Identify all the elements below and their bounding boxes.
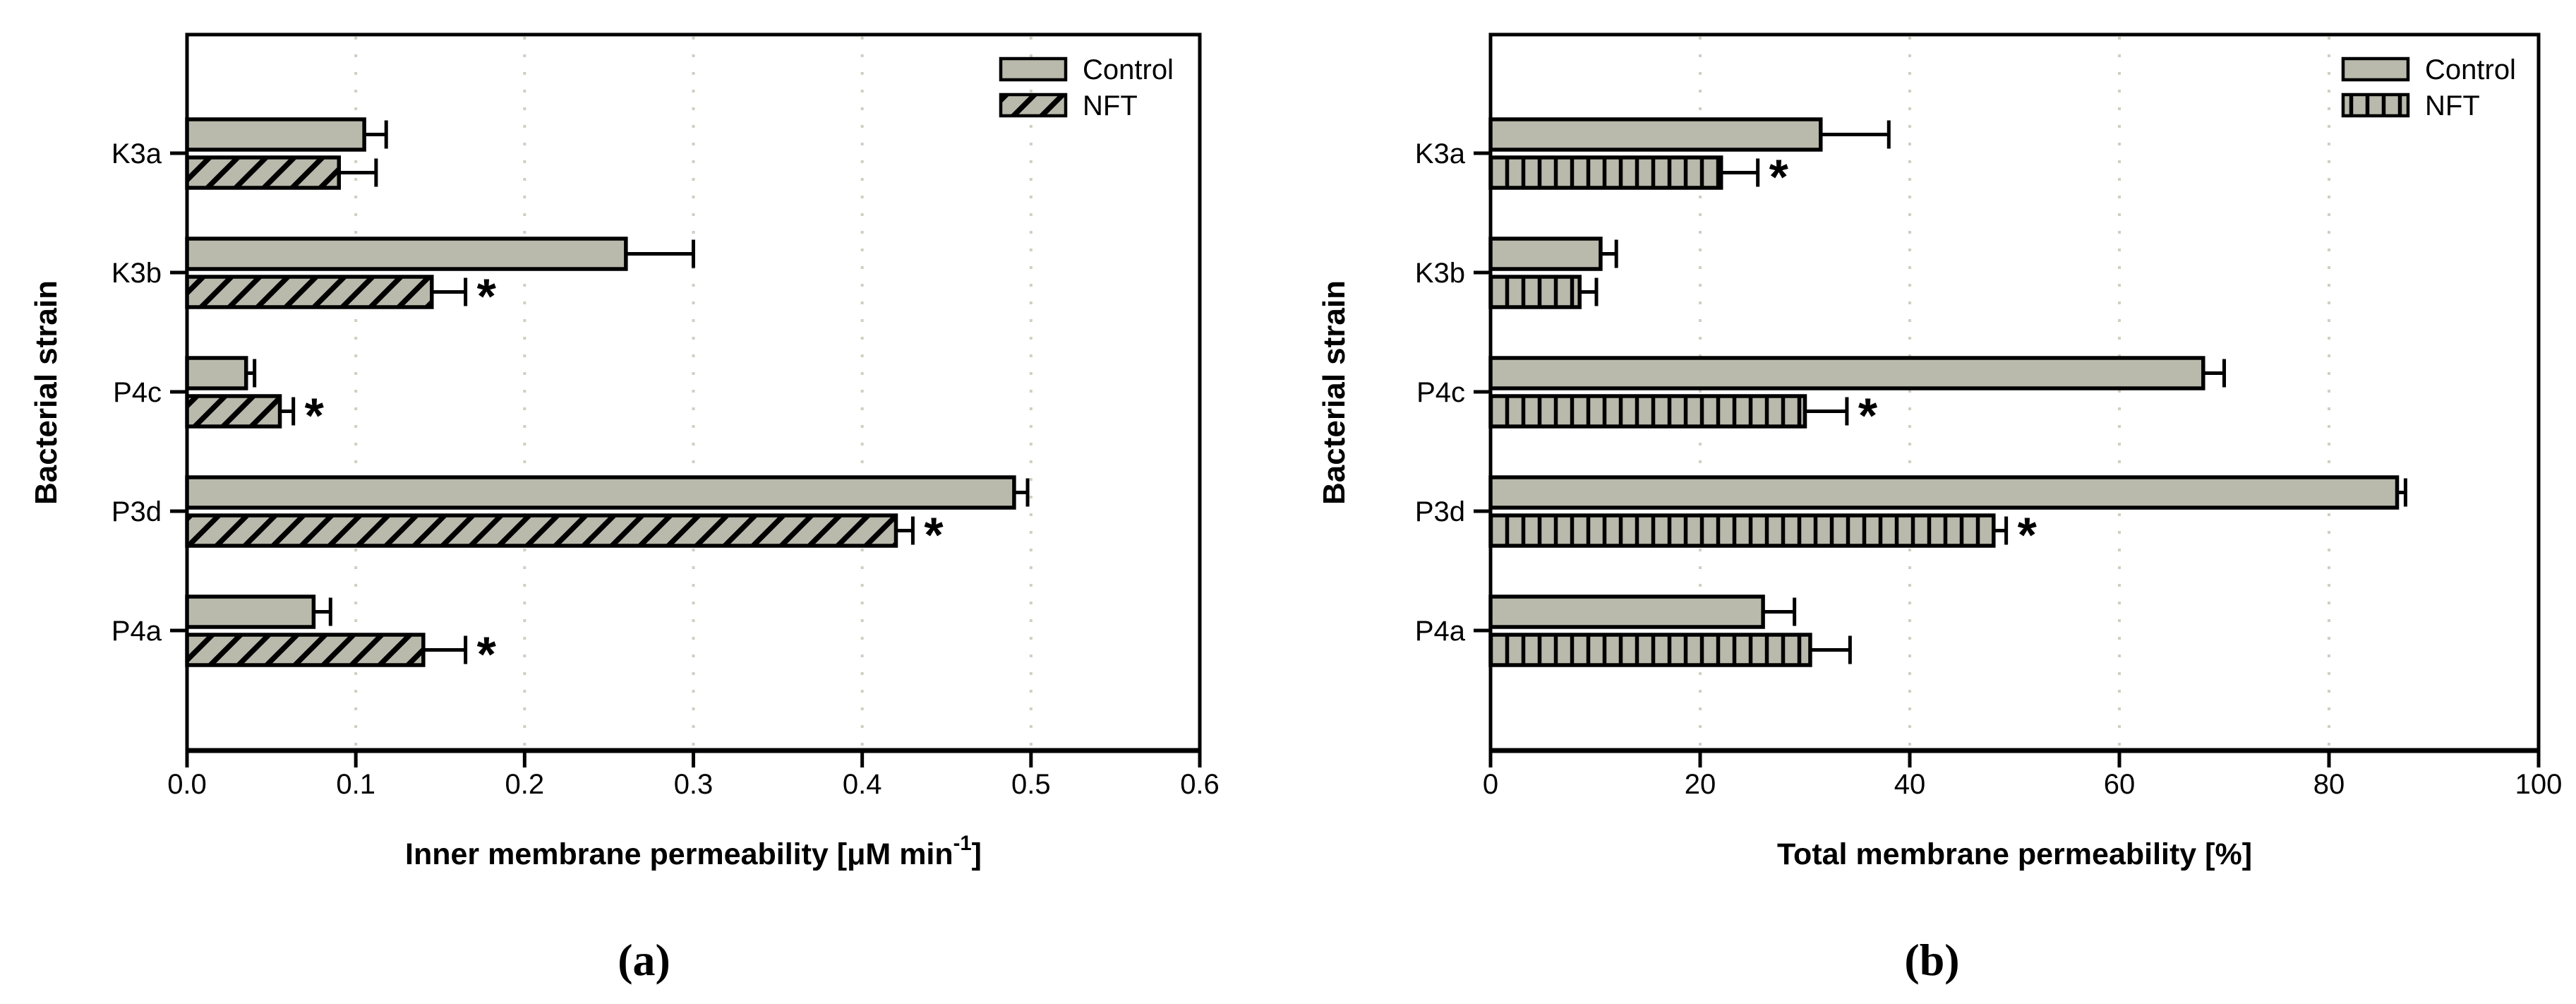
panel-b-chart: * K3a K3b * P4c * P3d P4a 0 20 40 60 80 100 Total memb… [1317,32,2563,871]
bar-control-P4c [187,358,246,388]
x-tick-label: 80 [2313,769,2345,800]
caption-close-paren: ) [655,935,670,985]
legend-label-nft: NFT [1083,90,1138,121]
bar-control-P4a [187,597,314,627]
bar-control-P3d [187,477,1014,508]
significance-asterisk: * [924,508,944,563]
legend-swatch-control [2343,59,2408,80]
caption-open-paren: ( [1904,935,1920,985]
x-tick-label: 20 [1685,769,1716,800]
y-axis-title: Bacterial strain [29,280,64,505]
x-tick-label: 0 [1483,769,1498,800]
bar-control-K3a [187,119,365,150]
panel-a-caption: (a) [0,921,1288,999]
significance-asterisk: * [2018,508,2038,563]
bar-hatch-K3a [187,157,339,188]
category-label-p4c: P4c [1416,377,1465,408]
category-label-k3a: K3a [1415,138,1466,169]
bar-hatch-P4c [187,396,280,426]
legend-swatch-hatch [2343,95,2408,116]
panel-b-caption: (b) [1288,921,2576,999]
panel-a-chart: K3a * K3b * P4c * P3d * P4a 0.0 0.1 0.2 0.3 0.4 0.5 0.6… [29,32,1220,871]
bar-control-K3b [187,239,626,269]
x-tick-label: 0.5 [1011,769,1051,800]
bar-control-K3b [1491,239,1601,269]
legend-swatch-control [1001,59,1066,80]
bar-hatch-P3d [187,515,896,546]
y-axis-title: Bacterial strain [1317,280,1352,505]
significance-asterisk: * [477,627,497,682]
x-tick-label: 100 [2515,769,2563,800]
significance-asterisk: * [1769,150,1789,205]
significance-asterisk: * [305,388,325,443]
x-tick-label: 60 [2104,769,2136,800]
bar-hatch-K3a [1491,157,1721,188]
category-label-k3a: K3a [112,138,162,169]
legend-label-control: Control [1083,54,1174,85]
bar-control-P4a [1491,597,1764,627]
category-label-p4c: P4c [113,377,162,408]
bar-hatch-K3b [187,277,432,307]
bar-control-K3a [1491,119,1821,150]
legend-label-control: Control [2425,54,2516,85]
category-label-p3d: P3d [112,496,162,527]
bar-hatch-P4a [1491,635,1810,665]
legend-label-nft: NFT [2425,90,2480,121]
legend-swatch-border [999,56,1068,82]
caption-close-paren: ) [1944,935,1960,985]
x-tick-label: 0.1 [336,769,375,800]
category-label-p3d: P3d [1415,496,1465,527]
x-axis-title: Total membrane permeability [%] [1777,837,2252,871]
caption-open-paren: ( [618,935,633,985]
bar-control-P3d [1491,477,2397,508]
bar-hatch-P3d [1491,515,1994,546]
legend-swatch-border [2341,56,2410,82]
x-tick-label: 40 [1894,769,1926,800]
category-label-p4a: P4a [112,616,162,647]
bar-hatch-K3b [1491,277,1580,307]
legend-swatch-border [999,92,1068,118]
legend-swatch-hatch [1001,95,1066,116]
category-label-k3b: K3b [1415,258,1465,289]
category-label-k3b: K3b [112,258,162,289]
x-tick-label: 0.6 [1180,769,1220,800]
category-label-p4a: P4a [1415,616,1466,647]
caption-letter: a [632,935,656,985]
caption-letter: b [1919,935,1945,985]
x-tick-label: 0.3 [674,769,714,800]
x-tick-label: 0.2 [505,769,545,800]
significance-asterisk: * [477,269,497,324]
bar-hatch-P4c [1491,396,1805,426]
legend-swatch-border [2341,92,2410,118]
significance-asterisk: * [1858,388,1878,443]
bar-hatch-P4a [187,635,423,665]
x-axis-title: Inner membrane permeability [μM min-1] [405,832,982,871]
x-tick-label: 0.0 [167,769,207,800]
bar-control-P4c [1491,358,2203,388]
x-tick-label: 0.4 [843,769,882,800]
